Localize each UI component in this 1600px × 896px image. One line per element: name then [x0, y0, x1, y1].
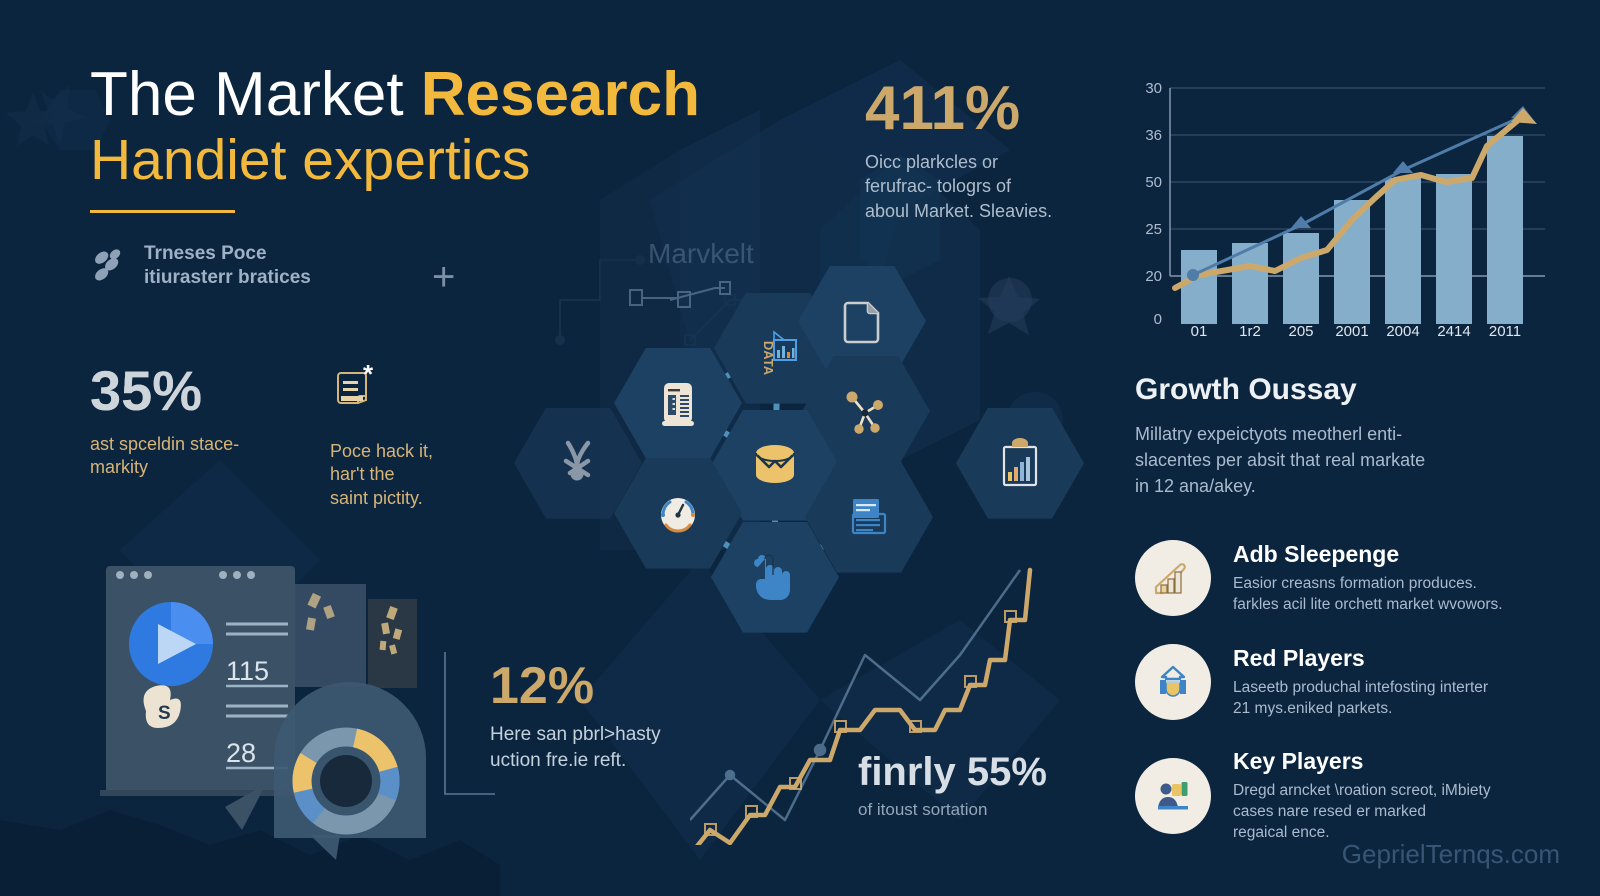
svg-text:S: S — [158, 703, 171, 724]
svg-text:25: 25 — [1145, 221, 1162, 238]
svg-text:1r2: 1r2 — [1239, 323, 1261, 340]
svg-text:20: 20 — [1145, 268, 1162, 285]
svg-text:50: 50 — [1145, 174, 1162, 191]
svg-text:2004: 2004 — [1386, 323, 1419, 340]
svg-text:2011: 2011 — [1489, 323, 1521, 340]
svg-text:28: 28 — [226, 738, 256, 768]
svg-text:01: 01 — [1191, 323, 1208, 340]
svg-text:205: 205 — [1288, 323, 1313, 340]
svg-text:36: 36 — [1145, 127, 1162, 144]
svg-text:0: 0 — [1154, 311, 1162, 328]
svg-text:2414: 2414 — [1437, 323, 1470, 340]
svg-text:2001: 2001 — [1335, 323, 1368, 340]
svg-text:30: 30 — [1145, 80, 1162, 97]
svg-text:115: 115 — [226, 656, 269, 686]
